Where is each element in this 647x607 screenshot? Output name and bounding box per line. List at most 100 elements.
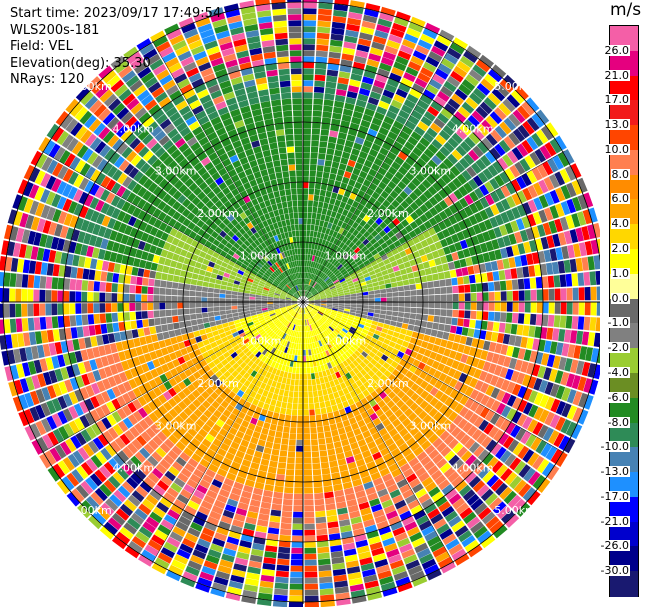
radar-gate bbox=[314, 86, 325, 93]
radar-gate bbox=[443, 407, 454, 418]
radar-gate bbox=[331, 404, 339, 412]
radar-gate bbox=[357, 93, 369, 102]
radar-gate bbox=[398, 83, 411, 93]
radar-gate bbox=[265, 441, 274, 449]
radar-gate bbox=[416, 515, 429, 526]
radar-gate bbox=[172, 315, 179, 323]
radar-gate bbox=[527, 490, 541, 506]
radar-gate bbox=[511, 279, 519, 290]
radar-gate bbox=[99, 281, 106, 292]
radar-gate bbox=[528, 325, 536, 338]
radar-gate bbox=[328, 282, 334, 287]
radar-gate bbox=[457, 250, 465, 260]
radar-gate bbox=[484, 410, 495, 422]
radar-gate bbox=[237, 292, 244, 296]
radar-gate bbox=[542, 222, 552, 236]
radar-gate bbox=[266, 435, 275, 443]
radar-gate bbox=[448, 411, 459, 422]
radar-gate bbox=[303, 218, 307, 225]
radar-gate bbox=[184, 284, 191, 291]
radar-gate bbox=[476, 484, 490, 497]
radar-gate bbox=[395, 322, 403, 328]
radar-gate bbox=[502, 258, 510, 269]
radar-gate bbox=[464, 284, 471, 293]
radar-gate bbox=[398, 413, 408, 423]
radar-gate bbox=[382, 362, 391, 370]
radar-gate bbox=[329, 340, 335, 347]
radar-gate bbox=[419, 371, 428, 380]
radar-gate bbox=[451, 233, 460, 243]
radar-gate bbox=[249, 293, 256, 297]
radar-gate bbox=[332, 345, 339, 352]
radar-gate bbox=[282, 432, 290, 439]
radar-gate bbox=[455, 268, 463, 277]
radar-gate bbox=[438, 323, 445, 331]
radar-gate bbox=[337, 220, 344, 227]
radar-gate bbox=[366, 344, 374, 351]
radar-gate bbox=[555, 342, 564, 356]
radar-gate bbox=[338, 293, 345, 297]
radar-gate bbox=[420, 340, 429, 349]
radar-gate bbox=[395, 231, 403, 240]
radar-gate bbox=[347, 316, 355, 321]
radar-gate bbox=[481, 436, 493, 448]
radar-gate bbox=[336, 239, 342, 247]
radar-gate bbox=[325, 87, 336, 95]
radar-gate bbox=[293, 391, 299, 398]
radar-gate bbox=[369, 238, 377, 245]
radar-gate bbox=[312, 469, 322, 476]
radar-gate bbox=[304, 278, 307, 285]
radar-gate bbox=[261, 304, 268, 307]
radar-gate bbox=[283, 426, 290, 433]
radar-gate bbox=[312, 122, 321, 129]
radar-gate bbox=[450, 70, 464, 83]
radar-gate bbox=[320, 295, 327, 299]
radar-gate bbox=[486, 456, 499, 470]
radar-gate bbox=[294, 481, 303, 488]
radar-gate bbox=[337, 77, 349, 85]
radar-gate bbox=[395, 364, 404, 372]
radar-gate bbox=[425, 481, 437, 493]
radar-gate bbox=[69, 315, 77, 327]
radar-gate bbox=[343, 190, 351, 198]
radar-gate bbox=[298, 337, 302, 344]
radar-gate bbox=[315, 219, 320, 226]
radar-gate bbox=[117, 303, 124, 312]
radar-gate bbox=[436, 458, 448, 469]
radar-gate bbox=[306, 236, 310, 243]
radar-gate bbox=[346, 411, 355, 420]
radar-gate bbox=[504, 471, 518, 486]
radar-gate bbox=[464, 302, 471, 310]
radar-gate bbox=[338, 305, 345, 309]
radar-gate bbox=[415, 353, 424, 362]
radar-gate bbox=[346, 266, 353, 273]
radar-gate bbox=[431, 155, 442, 166]
radar-gate bbox=[106, 272, 114, 282]
radar-gate bbox=[324, 276, 330, 282]
radar-gate bbox=[437, 363, 446, 372]
radar-gate bbox=[371, 382, 380, 390]
radar-gate bbox=[424, 328, 432, 336]
radar-gate bbox=[378, 229, 387, 238]
radar-gate bbox=[433, 40, 449, 52]
radar-gate bbox=[350, 290, 356, 295]
radar-gate bbox=[318, 444, 327, 451]
radar-gate bbox=[424, 503, 437, 514]
radar-gate bbox=[449, 325, 457, 334]
radar-gate bbox=[381, 432, 392, 442]
radar-gate bbox=[308, 299, 315, 301]
radar-gate bbox=[325, 269, 331, 276]
radar-gate bbox=[494, 302, 501, 312]
radar-gate bbox=[225, 302, 232, 307]
radar-gate bbox=[329, 236, 336, 243]
radar-gate bbox=[325, 350, 331, 357]
radar-gate bbox=[232, 287, 239, 292]
radar-gate bbox=[495, 402, 506, 415]
radar-gate bbox=[363, 70, 376, 79]
radar-gate bbox=[380, 297, 387, 302]
radar-gate bbox=[400, 200, 410, 209]
radar-gate bbox=[382, 274, 390, 280]
radar-gate bbox=[308, 298, 315, 301]
radar-gate bbox=[286, 378, 291, 385]
radar-gate bbox=[303, 290, 305, 297]
